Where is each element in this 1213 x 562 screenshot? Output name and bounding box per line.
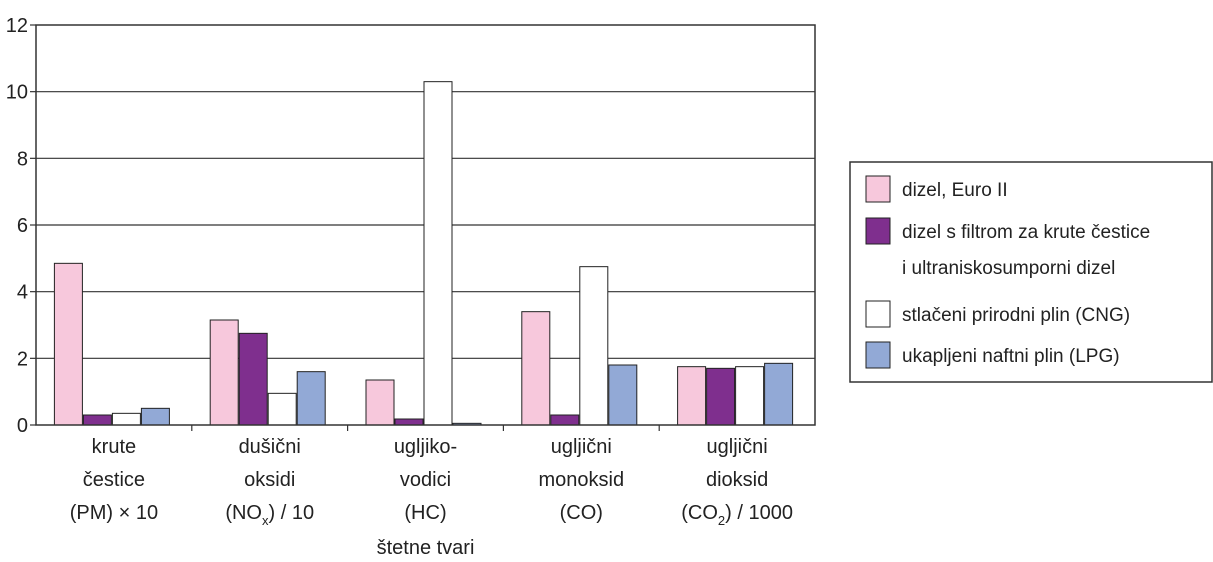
- legend-swatch: [865, 217, 891, 245]
- bar: [238, 332, 268, 426]
- bar: [579, 266, 609, 426]
- bar: [209, 319, 239, 426]
- x-category-label: (PM) × 10: [70, 502, 158, 524]
- x-category-label: (HC): [404, 502, 446, 524]
- x-axis-label: štetne tvari: [377, 537, 475, 559]
- x-category-label: čestice: [83, 469, 145, 491]
- y-tick-label: 2: [17, 348, 28, 370]
- x-category-label: (CO2) / 1000: [681, 502, 793, 528]
- bar: [706, 367, 736, 426]
- x-axis-categories: krute čestice (PM) × 10 dušični oksidi (NOx) …: [70, 425, 793, 528]
- bar: [111, 412, 141, 426]
- x-category-label: dioksid: [706, 469, 768, 491]
- legend-label: ukapljeni naftni plin (LPG): [902, 346, 1120, 367]
- x-category-label: ugljični: [551, 436, 612, 458]
- bar: [608, 364, 638, 426]
- legend-label: dizel s filtrom za krute čestice: [902, 222, 1150, 243]
- legend-swatch: [865, 175, 891, 203]
- y-tick-label: 12: [6, 15, 28, 37]
- bar: [296, 371, 326, 426]
- y-tick-label: 4: [17, 282, 28, 304]
- bar: [550, 414, 580, 426]
- x-category-label: ugljiko-: [394, 436, 457, 458]
- x-category-label: krute: [92, 436, 136, 458]
- y-tick-label: 8: [17, 148, 28, 170]
- bar: [764, 362, 794, 426]
- legend-swatch: [865, 300, 891, 328]
- y-axis-ticks: 0 2 4 6 8 10 12: [6, 15, 36, 437]
- x-category-label: ugljični: [707, 436, 768, 458]
- y-tick-label: 10: [6, 82, 28, 104]
- y-tick-label: 6: [17, 215, 28, 237]
- bar: [394, 418, 424, 426]
- bar: [267, 392, 297, 426]
- bar: [423, 81, 453, 426]
- legend-label: dizel, Euro II: [902, 180, 1008, 201]
- legend-swatch: [865, 341, 891, 369]
- x-category-label: (NOx) / 10: [225, 502, 314, 528]
- x-category-label: vodici: [400, 469, 451, 491]
- bar: [677, 366, 707, 426]
- legend: dizel, Euro II dizel s filtrom za krute č…: [849, 161, 1213, 383]
- y-tick-label: 0: [17, 415, 28, 437]
- bar: [365, 379, 395, 426]
- bar: [140, 407, 170, 426]
- bar: [521, 311, 551, 426]
- x-category-label: (CO): [560, 502, 603, 524]
- bar: [82, 414, 112, 426]
- x-category-label: monoksid: [538, 469, 624, 491]
- legend-label: stlačeni prirodni plin (CNG): [902, 305, 1130, 326]
- legend-frame: [849, 161, 1213, 383]
- bars: [53, 81, 794, 426]
- legend-label: i ultraniskosumporni dizel: [902, 258, 1115, 279]
- x-category-label: dušični: [239, 436, 301, 458]
- bar: [735, 366, 765, 426]
- x-category-label: oksidi: [244, 469, 295, 491]
- bar: [53, 262, 83, 426]
